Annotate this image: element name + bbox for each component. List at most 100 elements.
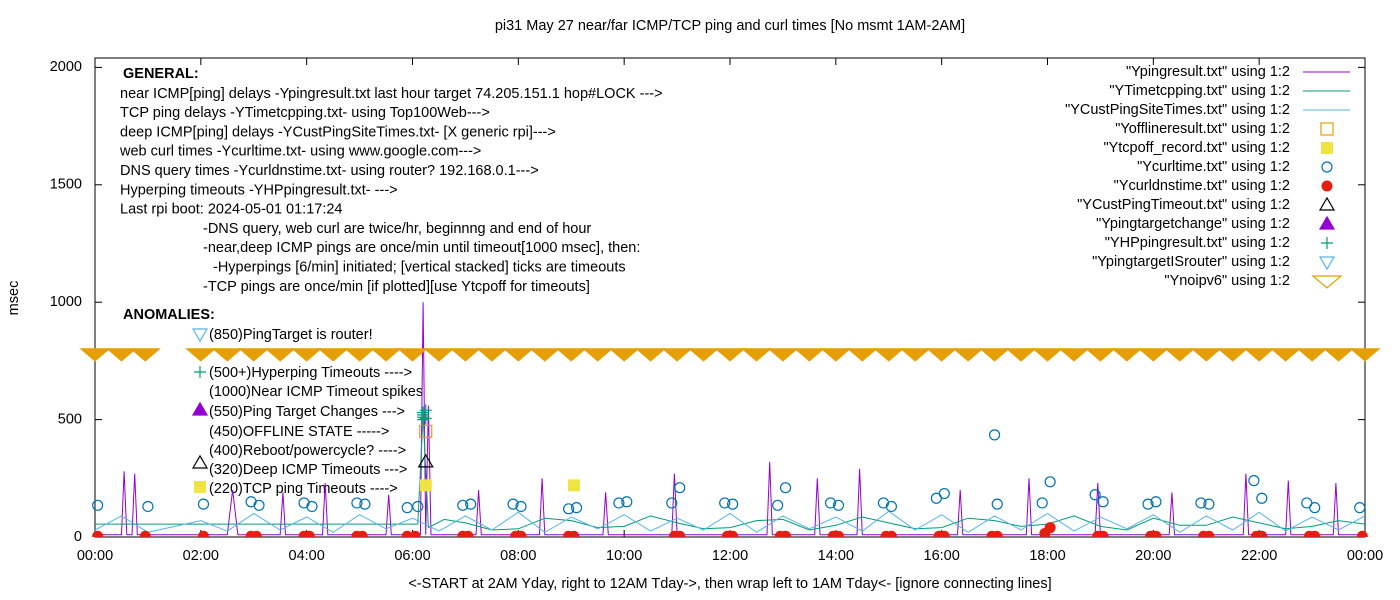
marker — [719, 497, 731, 509]
legend-label: "Ycurldnstime.txt" using 1:2 — [1114, 178, 1290, 194]
marker — [417, 453, 434, 468]
marker — [529, 348, 561, 362]
marker — [476, 348, 508, 362]
legend-label: "YTimetcpping.txt" using 1:2 — [1109, 83, 1290, 99]
note-line: -Hyperpings [6/min] initiated; [vertical… — [213, 260, 626, 276]
marker — [317, 348, 349, 362]
y-tick-label: 500 — [58, 411, 82, 427]
y-tick-label: 2000 — [50, 59, 82, 75]
marker — [899, 348, 931, 362]
marker — [185, 348, 217, 362]
marker — [409, 530, 421, 537]
note-line: (1000)Near ICMP Timeout spikes — [209, 384, 423, 400]
marker — [1031, 348, 1064, 362]
marker — [457, 499, 469, 511]
marker — [1142, 498, 1154, 510]
marker — [1044, 522, 1056, 534]
marker — [1354, 502, 1366, 514]
y-axis-label: msec — [6, 281, 22, 316]
marker — [351, 497, 363, 509]
marker — [1309, 530, 1321, 537]
legend-swatch — [1318, 215, 1336, 230]
marker — [502, 348, 534, 362]
marker — [419, 404, 432, 417]
marker — [1356, 530, 1368, 537]
marker — [515, 500, 527, 513]
marker — [191, 454, 209, 469]
marker — [1322, 348, 1355, 362]
marker — [250, 530, 262, 537]
marker — [885, 500, 897, 513]
marker — [824, 497, 837, 509]
marker — [832, 530, 844, 537]
marker — [419, 424, 433, 438]
marker — [449, 348, 482, 362]
marker — [191, 328, 209, 343]
x-tick-label: 14:00 — [818, 548, 854, 564]
marker — [191, 401, 209, 416]
marker — [1296, 348, 1328, 362]
marker — [1150, 530, 1162, 537]
note-line: web curl times -Ycurltime.txt- using www… — [119, 144, 481, 160]
note-heading: ANOMALIES: — [123, 307, 215, 323]
x-axis-label: <-START at 2AM Yday, right to 12AM Tday-… — [408, 576, 1051, 592]
legend-label: "YHPpingresult.txt" using 1:2 — [1105, 235, 1290, 251]
marker — [661, 348, 693, 362]
legend-label: "Ypingtargetchange" using 1:2 — [1096, 216, 1290, 232]
y-tick-label: 1500 — [50, 177, 82, 193]
note-line: (500+)Hyperping Timeouts ----> — [209, 365, 412, 381]
marker — [359, 498, 371, 510]
x-tick-label: 12:00 — [712, 548, 748, 564]
legend-label: "Yofflineresult.txt" using 1:2 — [1115, 121, 1290, 137]
marker — [356, 530, 368, 537]
marker — [1036, 497, 1048, 509]
note-line: (220)TCP ping Timeouts ----> — [209, 481, 398, 497]
marker — [1195, 497, 1207, 509]
marker — [1058, 348, 1090, 362]
note-line: (450)OFFLINE STATE -----> — [209, 424, 389, 440]
note-line: (400)Reboot/powercycle? ----> — [209, 443, 406, 459]
marker — [1084, 348, 1117, 362]
marker — [635, 348, 667, 362]
legend-label: "Ycurltime.txt" using 1:2 — [1137, 159, 1290, 175]
marker — [1217, 348, 1249, 362]
marker — [1309, 502, 1321, 514]
marker — [780, 530, 792, 537]
marker — [1089, 489, 1101, 501]
marker — [465, 498, 477, 510]
marker — [621, 496, 633, 508]
marker — [608, 348, 640, 362]
marker — [1137, 348, 1169, 362]
marker — [779, 482, 792, 494]
marker — [1203, 530, 1215, 537]
marker — [570, 502, 583, 514]
marker — [1097, 496, 1109, 508]
marker — [926, 348, 958, 362]
x-tick-label: 10:00 — [606, 548, 642, 564]
note-line: DNS query times -Ycurldnstime.txt- using… — [120, 163, 539, 179]
marker — [988, 429, 1001, 441]
marker — [727, 530, 739, 537]
series-line — [94, 510, 1366, 533]
marker — [952, 348, 984, 362]
marker — [197, 498, 210, 510]
marker — [938, 487, 950, 500]
marker — [674, 530, 686, 537]
marker — [194, 366, 206, 378]
note-line: -TCP pings are once/min [if plotted][use… — [203, 279, 590, 295]
note-line: (550)Ping Target Changes ---> — [209, 404, 405, 420]
marker — [666, 497, 678, 509]
note-line: -near,deep ICMP pings are once/min until… — [203, 240, 640, 256]
y-tick-label: 1000 — [50, 294, 82, 310]
marker — [1150, 496, 1162, 508]
legend-swatch — [1321, 237, 1333, 249]
legend-swatch — [1320, 122, 1334, 136]
y-tick-label: 0 — [74, 529, 82, 545]
marker — [938, 530, 950, 537]
legend-swatch — [1321, 180, 1333, 192]
x-tick-label: 02:00 — [183, 548, 219, 564]
marker — [79, 348, 111, 362]
legend-swatch — [1318, 196, 1336, 211]
x-tick-label: 18:00 — [1029, 548, 1065, 564]
marker — [567, 479, 580, 492]
